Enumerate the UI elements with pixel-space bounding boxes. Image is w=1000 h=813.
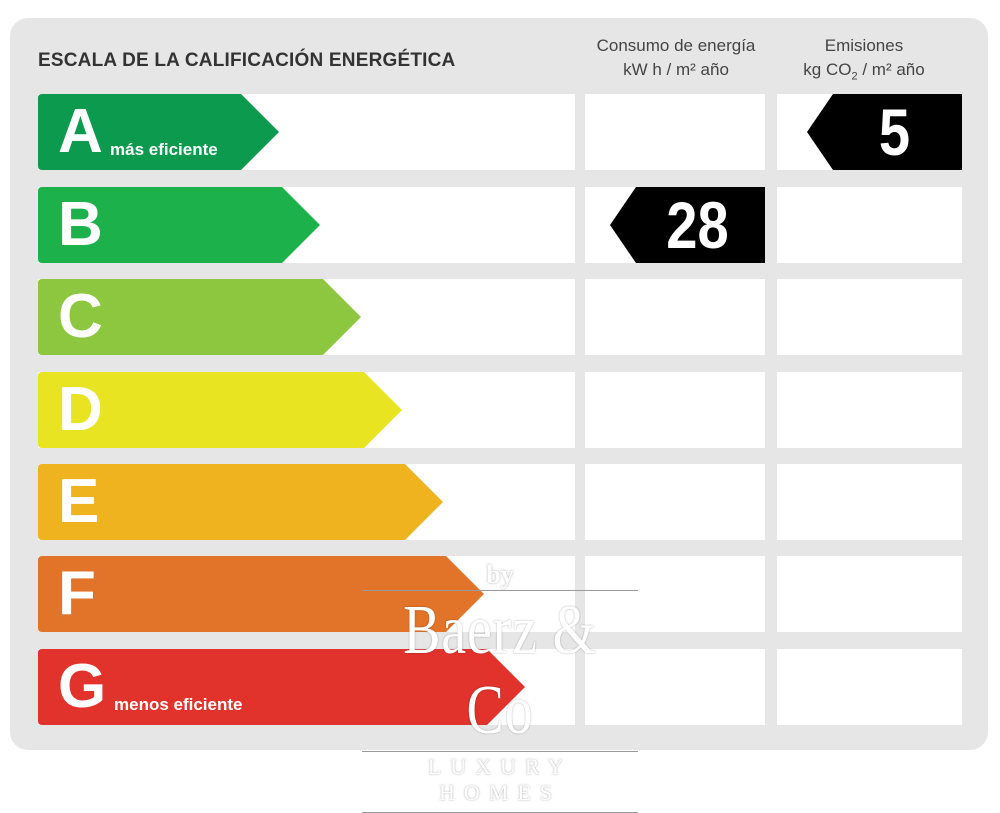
unit-sub: 2 bbox=[851, 70, 858, 83]
unit-a: kg CO bbox=[803, 60, 852, 79]
consumo-cell-A bbox=[585, 94, 765, 170]
rating-arrow-C: C bbox=[38, 279, 361, 355]
consumo-header-line1: Consumo de energía bbox=[596, 36, 756, 55]
emisiones-cell-E bbox=[777, 464, 962, 540]
emisiones-cell-B bbox=[777, 187, 962, 263]
rating-letter: C bbox=[58, 282, 103, 351]
emisiones-value-marker: 5 bbox=[807, 94, 962, 170]
consumo-cell-E bbox=[585, 464, 765, 540]
unit-b: / m² año bbox=[857, 60, 925, 79]
rating-letter: A bbox=[58, 97, 103, 166]
emisiones-header-line1: Emisiones bbox=[824, 36, 904, 55]
rating-arrow-F: F bbox=[38, 556, 484, 632]
consumo-value: 28 bbox=[666, 188, 729, 262]
watermark-logo: by Baerz & Co LUXURY HOMES bbox=[360, 556, 640, 813]
rating-letter: E bbox=[58, 467, 100, 536]
emisiones-cell-F bbox=[777, 556, 962, 632]
emisiones-cell-G bbox=[777, 649, 962, 725]
rating-letter: D bbox=[58, 375, 103, 444]
rating-arrow-B: B bbox=[38, 187, 320, 263]
emisiones-value: 5 bbox=[878, 95, 911, 169]
consumo-header-line2: kW h / m² año bbox=[623, 60, 729, 79]
label-title: ESCALA DE LA CALIFICACIÓN ENERGÉTICA bbox=[38, 50, 456, 71]
consumo-cell-F bbox=[585, 556, 765, 632]
consumo-header: Consumo de energía kW h / m² año bbox=[578, 34, 774, 82]
consumo-cell-C bbox=[585, 279, 765, 355]
consumo-cell-G bbox=[585, 649, 765, 725]
emisiones-header-line2: kg CO2 / m² año bbox=[776, 58, 952, 88]
emisiones-cell-D bbox=[777, 372, 962, 448]
rating-arrow-D: D bbox=[38, 372, 402, 448]
rating-letter: F bbox=[58, 559, 96, 628]
emisiones-cell-C bbox=[777, 279, 962, 355]
watermark-name: Baerz & Co bbox=[403, 592, 597, 749]
rating-sublabel: más eficiente bbox=[110, 140, 218, 159]
consumo-value-marker: 28 bbox=[610, 187, 765, 263]
rating-arrow-E: E bbox=[38, 464, 443, 540]
watermark-tagline: LUXURY HOMES bbox=[427, 754, 573, 805]
emisiones-header: Emisiones kg CO2 / m² año bbox=[776, 34, 952, 88]
watermark-by: by bbox=[486, 560, 514, 589]
consumo-cell-D bbox=[585, 372, 765, 448]
rating-letter: B bbox=[58, 190, 103, 259]
rating-sublabel: menos eficiente bbox=[114, 695, 243, 714]
rating-letter: G bbox=[58, 652, 107, 721]
